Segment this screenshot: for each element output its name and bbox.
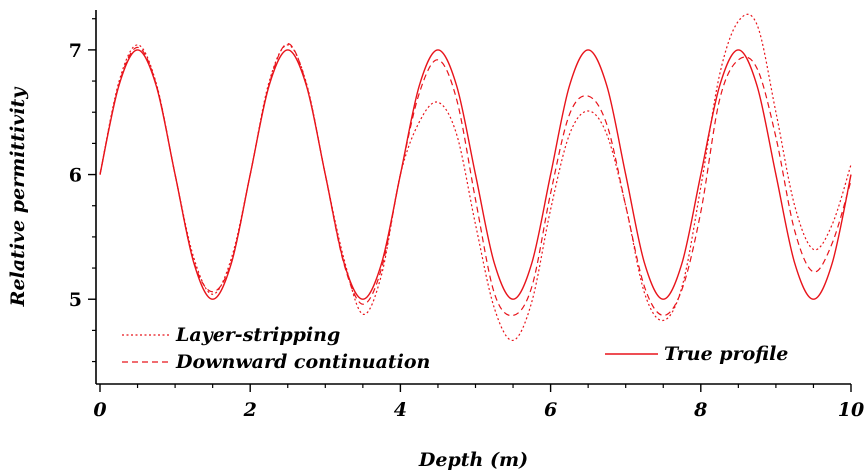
series-line-downward-continuation: [99, 43, 852, 317]
y-tick-label: 5: [69, 289, 82, 311]
y-ticks: 5 6 7: [69, 18, 96, 363]
series-layer: [99, 13, 852, 341]
legend-entry-layer-stripping: Layer-stripping: [122, 324, 340, 346]
series-line-layer-stripping: [99, 13, 852, 341]
x-tick-label: 2: [243, 399, 257, 421]
legend: Layer-stripping Downward continuation Tr…: [122, 324, 788, 373]
y-tick-label: 6: [69, 165, 82, 187]
legend-label-true-profile: True profile: [664, 343, 788, 365]
x-tick-label: 4: [394, 399, 407, 421]
x-tick-label: 0: [93, 399, 106, 421]
y-axis-title: Relative permittivity: [7, 86, 29, 308]
y-tick-label: 7: [69, 40, 82, 62]
legend-entry-downward-continuation: Downward continuation: [122, 351, 430, 373]
x-ticks: 0 2 4 6 8 10: [93, 384, 864, 421]
legend-label-downward-continuation: Downward continuation: [175, 351, 430, 373]
x-tick-label: 6: [544, 399, 557, 421]
x-axis-title: Depth (m): [418, 449, 528, 471]
x-tick-label: 10: [838, 399, 864, 421]
legend-label-layer-stripping: Layer-stripping: [175, 324, 340, 346]
series-line-true-profile: [99, 49, 852, 300]
x-tick-label: 8: [693, 399, 707, 421]
plot-area: 0 2 4 6 8 10 5 6 7: [69, 10, 864, 421]
legend-entry-true-profile: True profile: [605, 343, 788, 365]
